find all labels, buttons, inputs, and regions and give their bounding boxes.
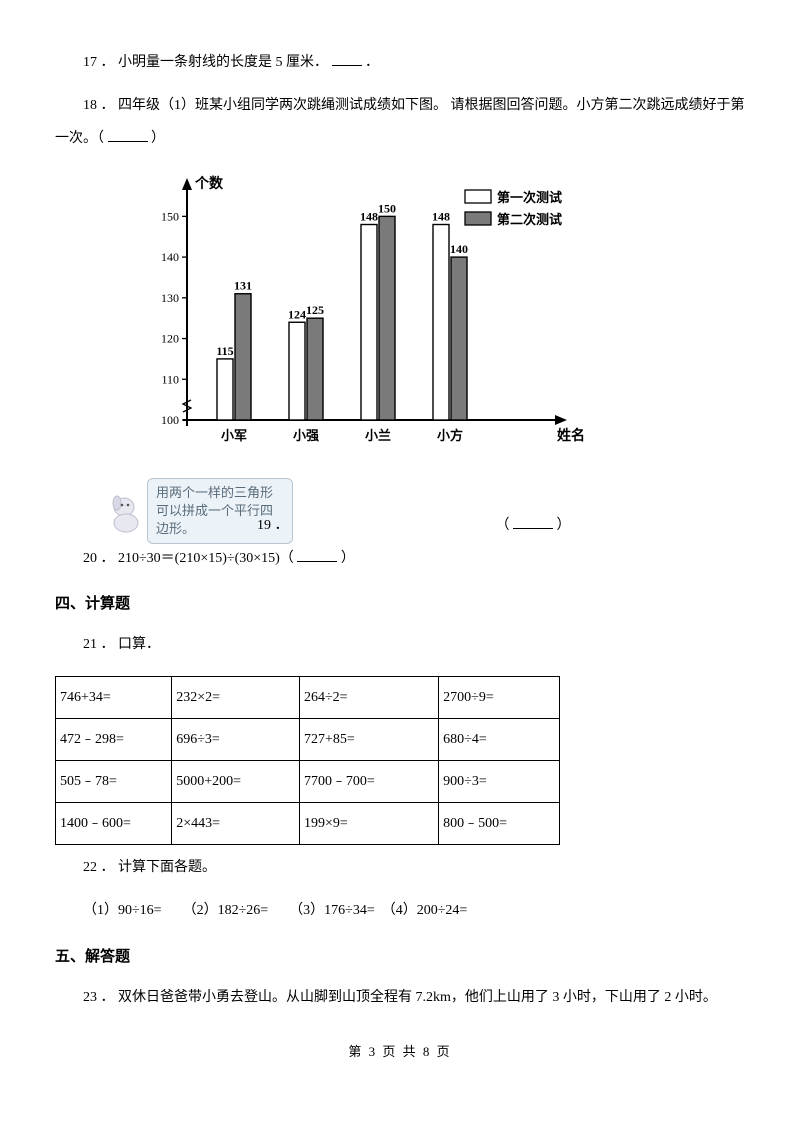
svg-text:姓名: 姓名: [557, 427, 585, 444]
q17-blank[interactable]: [332, 51, 362, 66]
table-cell: 900÷3=: [439, 760, 560, 802]
svg-text:第二次测试: 第二次测试: [497, 212, 562, 227]
q20-num: 20 ．: [83, 551, 115, 566]
bar-chart: 100 110 120 130 140 150 个数姓名 115 131 小军 124125 小强 14…: [125, 170, 615, 460]
question-21: 21 ． 口算．: [55, 632, 745, 657]
svg-text:140: 140: [450, 242, 468, 256]
chart-svg: 100 110 120 130 140 150 个数姓名 115 131 小军 124125 小强 14…: [125, 170, 615, 460]
footer-e: 页: [431, 1044, 451, 1059]
footer-b: 3: [369, 1044, 378, 1059]
q17-dot: ．: [365, 55, 379, 70]
table-row: 1400﹣600=2×443=199×9=800﹣500=: [56, 803, 560, 845]
svg-text:131: 131: [234, 278, 252, 292]
svg-text:130: 130: [161, 290, 179, 304]
svg-text:140: 140: [161, 250, 179, 264]
table-cell: 680÷4=: [439, 718, 560, 760]
table-cell: 746+34=: [56, 676, 172, 718]
table-cell: 505﹣78=: [56, 760, 172, 802]
q22-text: 计算下面各题。: [118, 860, 216, 875]
table-cell: 264÷2=: [299, 676, 438, 718]
calc-table: 746+34=232×2=264÷2=2700÷9=472﹣298=696÷3=…: [55, 676, 560, 846]
svg-text:115: 115: [216, 343, 233, 357]
table-cell: 727+85=: [299, 718, 438, 760]
table-cell: 199×9=: [299, 803, 438, 845]
svg-text:148: 148: [432, 209, 450, 223]
dog-icon: [105, 487, 147, 535]
q22-items: （1）90÷16= （2）182÷26= （3）176÷34= （4）200÷2…: [83, 903, 467, 918]
q19-paren-close: ）: [557, 518, 571, 533]
svg-text:120: 120: [161, 331, 179, 345]
table-cell: 800﹣500=: [439, 803, 560, 845]
q20-close: ）: [341, 551, 355, 566]
q20-text: 210÷30＝(210×15)÷(30×15)（: [118, 551, 294, 566]
svg-text:150: 150: [378, 201, 396, 215]
svg-text:150: 150: [161, 209, 179, 223]
q19-num: 19 ．: [257, 518, 289, 533]
table-cell: 5000+200=: [172, 760, 300, 802]
table-row: 505﹣78=5000+200=7700﹣700=900÷3=: [56, 760, 560, 802]
q19-blank[interactable]: [513, 514, 553, 529]
table-cell: 2×443=: [172, 803, 300, 845]
q22-num: 22 ．: [83, 860, 115, 875]
svg-text:小方: 小方: [437, 428, 463, 443]
table-cell: 472﹣298=: [56, 718, 172, 760]
q23-num: 23 ．: [83, 990, 115, 1005]
table-cell: 696÷3=: [172, 718, 300, 760]
table-row: 746+34=232×2=264÷2=2700÷9=: [56, 676, 560, 718]
question-19: 用两个一样的三角形可以拼成一个平行四边形。 19 ． （ ）: [55, 470, 745, 547]
section-5-title: 五、解答题: [55, 944, 745, 971]
question-23: 23 ． 双休日爸爸带小勇去登山。从山脚到山顶全程有 7.2km，他们上山用了 …: [55, 985, 745, 1010]
svg-text:小兰: 小兰: [365, 428, 391, 443]
question-22-items: （1）90÷16= （2）182÷26= （3）176÷34= （4）200÷2…: [55, 898, 745, 923]
q23-text: 双休日爸爸带小勇去登山。从山脚到山顶全程有 7.2km，他们上山用了 3 小时，…: [118, 990, 717, 1005]
svg-text:个数: 个数: [194, 175, 224, 192]
q18-text-a: 四年级（1）班某小组同学两次跳绳测试成绩如下图。 请根据图回答问题。小方第二次跳…: [118, 98, 745, 113]
footer-a: 第: [348, 1044, 368, 1059]
q19-paren-open: （: [496, 518, 510, 533]
q18-blank[interactable]: [108, 127, 148, 142]
question-17: 17 ． 小明量一条射线的长度是 5 厘米． ．: [55, 50, 745, 75]
page: 17 ． 小明量一条射线的长度是 5 厘米． ． 18 ． 四年级（1）班某小组…: [0, 0, 800, 1083]
svg-text:110: 110: [161, 372, 179, 386]
question-20: 20 ． 210÷30＝(210×15)÷(30×15)（ ）: [55, 546, 745, 571]
bubble-text: 用两个一样的三角形可以拼成一个平行四边形。: [147, 478, 293, 545]
q18-num: 18 ．: [83, 98, 115, 113]
q20-blank[interactable]: [297, 547, 337, 562]
footer-c: 页 共: [377, 1044, 423, 1059]
speech-bubble-group: 用两个一样的三角形可以拼成一个平行四边形。: [105, 478, 293, 545]
table-cell: 1400﹣600=: [56, 803, 172, 845]
question-22: 22 ． 计算下面各题。: [55, 855, 745, 880]
svg-text:小军: 小军: [221, 428, 247, 443]
section-4-title: 四、计算题: [55, 591, 745, 618]
table-row: 472﹣298=696÷3=727+85=680÷4=: [56, 718, 560, 760]
q18-text-b: 一次。（: [55, 131, 104, 146]
page-footer: 第 3 页 共 8 页: [55, 1040, 745, 1063]
svg-text:148: 148: [360, 209, 378, 223]
question-18: 18 ． 四年级（1）班某小组同学两次跳绳测试成绩如下图。 请根据图回答问题。小…: [55, 93, 745, 118]
svg-text:124: 124: [288, 307, 306, 321]
q17-num: 17 ．: [83, 55, 115, 70]
q21-num: 21 ．: [83, 637, 115, 652]
table-cell: 2700÷9=: [439, 676, 560, 718]
question-18b: 一次。（ ）: [55, 126, 745, 151]
table-cell: 232×2=: [172, 676, 300, 718]
q17-text: 小明量一条射线的长度是 5 厘米．: [118, 55, 328, 70]
svg-text:100: 100: [161, 413, 179, 427]
svg-text:小强: 小强: [293, 428, 319, 443]
svg-text:125: 125: [306, 303, 324, 317]
q18-text-c: ）: [151, 131, 165, 146]
table-cell: 7700﹣700=: [299, 760, 438, 802]
svg-text:第一次测试: 第一次测试: [497, 190, 562, 205]
q21-text: 口算．: [118, 637, 160, 652]
